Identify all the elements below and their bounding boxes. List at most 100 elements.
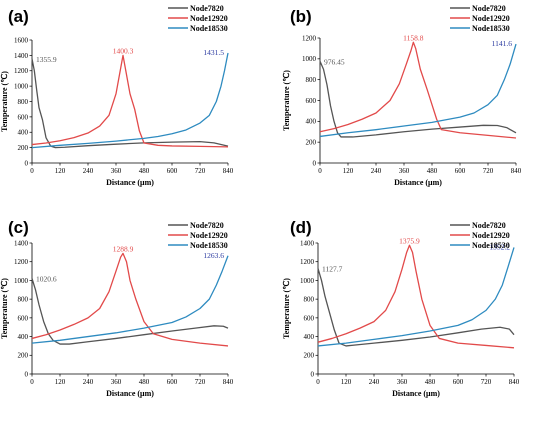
series-line-node18530 [319,43,517,138]
peak-value-label: 1400.3 [113,46,134,55]
legend-entry: Node7820 [190,221,224,230]
x-tick-label: 480 [139,378,150,386]
y-tick-label: 800 [304,296,315,304]
series-line-node7820 [31,58,229,149]
series-line-node12920 [319,41,517,139]
x-tick-label: 720 [483,167,494,175]
x-tick-label: 840 [223,167,234,175]
y-tick-label: 1000 [302,55,317,63]
x-tick-label: 720 [195,378,206,386]
y-tick-label: 1200 [14,258,29,266]
legend-entry: Node7820 [190,4,224,13]
series-line-node18530 [31,52,229,149]
x-tick-label: 0 [30,167,34,175]
x-tick-label: 480 [427,167,438,175]
x-tick-label: 480 [139,167,150,175]
chart-panel-1: (b) 0 120 240 360 480 600 720 840 0 200 400 600 800 10… [282,4,522,187]
y-tick-label: 0 [313,159,317,167]
y-tick-label: 0 [311,370,315,378]
legend-entry: Node12920 [190,231,228,240]
x-tick-label: 840 [223,378,234,386]
y-tick-label: 1400 [14,52,29,60]
x-tick-label: 120 [341,378,352,386]
y-tick-label: 0 [25,370,29,378]
y-tick-label: 1000 [14,83,29,91]
x-tick-label: 600 [167,167,178,175]
y-tick-label: 800 [306,76,317,84]
y-tick-label: 1000 [300,277,315,285]
x-tick-label: 360 [111,378,122,386]
legend-entry: Node12920 [190,14,228,23]
y-tick-label: 600 [18,113,29,121]
x-tick-label: 600 [453,378,464,386]
series-line-node12920 [317,244,515,349]
panel-letter: (a) [8,7,29,26]
peak-value-label: 976.45 [324,57,345,66]
x-tick-label: 840 [509,378,520,386]
x-tick-label: 600 [167,378,178,386]
series-line-node18530 [31,255,229,344]
y-axis-label: Temperature (℃) [282,70,291,131]
series-line-node7820 [31,278,229,345]
peak-value-label: 1158.8 [403,33,424,42]
y-axis-label: Temperature (℃) [0,71,9,132]
x-tick-label: 120 [343,167,354,175]
y-tick-label: 1200 [302,34,317,42]
series-line-node12920 [31,252,229,347]
x-tick-label: 240 [369,378,380,386]
y-tick-label: 1400 [14,239,29,247]
y-tick-label: 400 [306,118,317,126]
peak-value-label: 1355.9 [36,55,57,64]
legend-entry: Node18530 [190,24,228,33]
x-tick-label: 360 [111,167,122,175]
series-line-node12920 [31,54,229,148]
y-axis-label: Temperature (℃) [282,278,291,339]
x-tick-label: 0 [30,378,34,386]
y-tick-label: 600 [18,314,29,322]
x-tick-label: 0 [316,378,320,386]
x-tick-label: 600 [455,167,466,175]
y-tick-label: 600 [306,97,317,105]
panel-letter: (d) [290,218,312,237]
y-tick-label: 1600 [14,36,29,44]
y-tick-label: 1000 [14,277,29,285]
legend-entry: Node12920 [472,231,510,240]
y-tick-label: 1200 [300,258,315,266]
series-line-node7820 [317,268,515,347]
x-tick-label: 720 [481,378,492,386]
x-tick-label: 840 [511,167,522,175]
series-line-node18530 [317,247,515,347]
y-tick-label: 400 [304,333,315,341]
peak-value-label: 1127.7 [322,264,343,273]
legend-entry: Node7820 [472,4,506,13]
y-tick-label: 200 [304,352,315,360]
series-line-node7820 [319,61,517,138]
y-axis-label: Temperature (℃) [0,278,9,339]
chart-panel-0: (a) 0 120 240 360 480 600 720 840 0 200 400 600 800 10… [0,4,234,187]
y-tick-label: 800 [18,296,29,304]
x-axis-label: Distance (μm) [106,389,154,398]
y-tick-label: 0 [25,159,29,167]
x-tick-label: 240 [83,167,94,175]
x-tick-label: 240 [83,378,94,386]
y-tick-label: 200 [18,352,29,360]
peak-value-label: 1431.5 [203,48,224,57]
legend-entry: Node7820 [472,221,506,230]
panel-letter: (b) [290,7,312,26]
chart-panel-3: (d) 0 120 240 360 480 600 720 840 0 200 400 600 800 10… [282,218,520,398]
y-tick-label: 800 [18,98,29,106]
x-tick-label: 120 [55,167,66,175]
x-axis-label: Distance (μm) [106,178,154,187]
peak-value-label: 1352.2 [489,242,510,251]
x-tick-label: 360 [397,378,408,386]
y-tick-label: 600 [304,314,315,322]
chart-panel-2: (c) 0 120 240 360 480 600 720 840 0 200 400 600 800 10… [0,218,234,398]
x-axis-label: Distance (μm) [394,178,442,187]
x-tick-label: 480 [425,378,436,386]
y-tick-label: 400 [18,333,29,341]
x-tick-label: 120 [55,378,66,386]
peak-value-label: 1141.6 [492,39,513,48]
